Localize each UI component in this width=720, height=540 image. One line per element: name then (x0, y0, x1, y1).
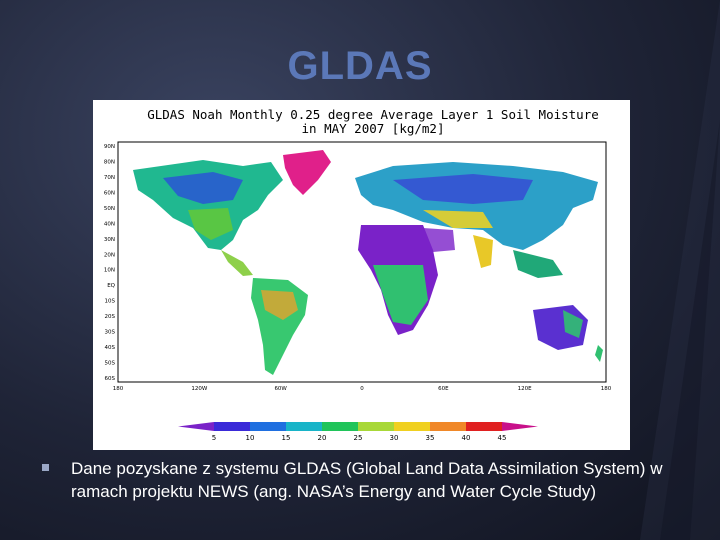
colorbar-tick-label: 45 (498, 434, 507, 442)
colorbar: 5 10 15 20 25 30 35 40 45 (178, 422, 538, 442)
lat-label: 50S (105, 361, 116, 367)
colorbar-tick-label: 5 (212, 434, 216, 442)
lon-label: 60W (274, 386, 287, 392)
colorbar-segment (286, 422, 323, 431)
lat-label: 20N (104, 252, 115, 258)
lat-label: 30N (104, 237, 115, 243)
lat-label: 40N (104, 221, 115, 227)
colorbar-tick-label: 15 (282, 434, 291, 442)
colorbar-segment (322, 422, 359, 431)
map-title-line2: in MAY 2007 [kg/m2] (301, 121, 445, 136)
lat-label: 70N (104, 175, 115, 181)
latitude-labels: 90N 80N 70N 60N 50N 40N 30N 20N 10N EQ 10S 20S 30S 40… (104, 144, 116, 382)
colorbar-tick-label: 30 (390, 434, 399, 442)
lat-label: 20S (105, 314, 116, 320)
greenland (283, 150, 331, 195)
lat-label: 90N (104, 144, 115, 150)
lat-label: 80N (104, 159, 115, 165)
colorbar-tick-label: 25 (354, 434, 363, 442)
colorbar-tick-label: 10 (246, 434, 255, 442)
colorbar-segment (250, 422, 287, 431)
lat-label: 50N (104, 206, 115, 212)
slide-title: GLDAS (287, 44, 433, 88)
lon-label: 180 (113, 386, 124, 392)
colorbar-tick-label: 35 (426, 434, 435, 442)
longitude-labels: 180 120W 60W 0 60E 120E 180 (113, 386, 612, 392)
lat-label: 60S (105, 376, 116, 382)
colorbar-segment (430, 422, 467, 431)
lat-label: 10N (104, 268, 115, 274)
colorbar-segment (178, 422, 214, 431)
map-title-line1: GLDAS Noah Monthly 0.25 degree Average L… (147, 107, 599, 122)
colorbar-segment (358, 422, 395, 431)
colorbar-segment (502, 422, 538, 431)
colorbar-segment (214, 422, 251, 431)
lon-label: 60E (438, 386, 449, 392)
lon-label: 120E (518, 386, 532, 392)
lon-label: 120W (191, 386, 207, 392)
bullet-marker (42, 464, 49, 471)
colorbar-tick-label: 20 (318, 434, 327, 442)
colorbar-segment (394, 422, 431, 431)
corner-decoration (640, 0, 720, 540)
lat-label: 10S (105, 299, 116, 305)
soil-moisture-map: GLDAS Noah Monthly 0.25 degree Average L… (93, 100, 630, 450)
lon-label: 180 (601, 386, 612, 392)
lat-label: 40S (105, 345, 116, 351)
lat-label: 60N (104, 190, 115, 196)
map-title: GLDAS Noah Monthly 0.25 degree Average L… (133, 108, 613, 136)
lon-label: 0 (360, 386, 364, 392)
colorbar-tick-label: 40 (462, 434, 471, 442)
lat-label: EQ (107, 283, 115, 289)
bullet-text: Dane pozyskane z systemu GLDAS (Global L… (71, 459, 663, 501)
lat-label: 30S (105, 330, 116, 336)
colorbar-segment (466, 422, 503, 431)
map-graphic: 90N 80N 70N 60N 50N 40N 30N 20N 10N EQ 10S 20S 30S 40… (104, 141, 612, 442)
